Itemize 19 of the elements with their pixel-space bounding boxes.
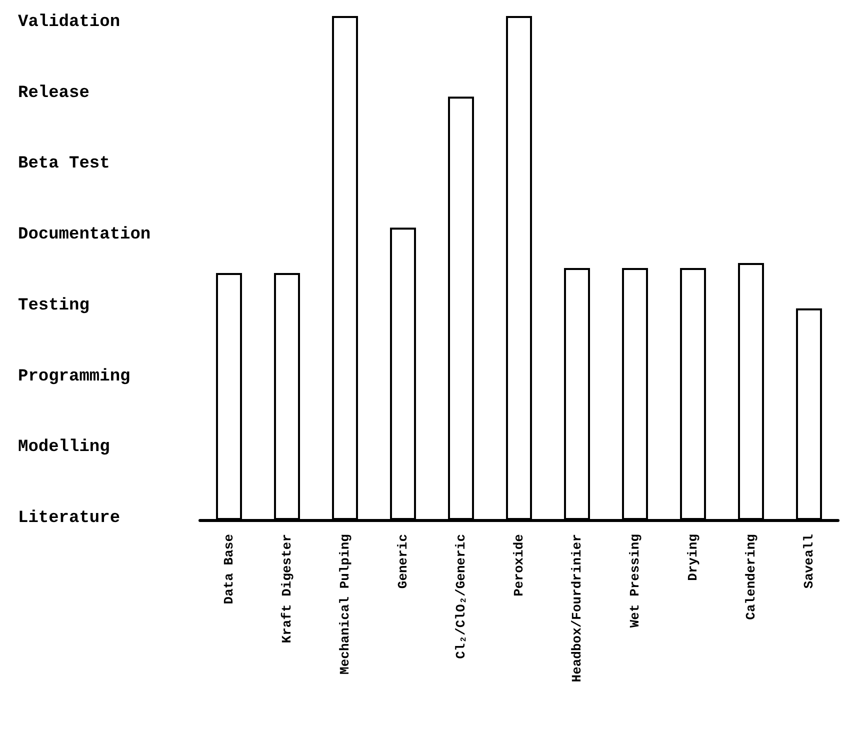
text: Literature: [18, 509, 120, 528]
x-tick-label: Generic: [396, 534, 410, 589]
text: Programming: [18, 367, 130, 386]
text: Modelling: [18, 438, 110, 458]
x-tick-label: Peroxide: [512, 534, 526, 596]
text: Release: [18, 84, 90, 103]
text: Beta Test: [18, 154, 110, 174]
x-tick-label: Saveall: [802, 534, 816, 589]
x-tick-label: Data Base: [222, 534, 236, 604]
text: Testing: [18, 296, 90, 316]
x-tick-label: Mechanical Pulping: [338, 534, 352, 674]
text: Documentation: [18, 226, 151, 245]
x-tick-label: Headbox/Fourdrinier: [570, 534, 584, 682]
text: Validation: [18, 13, 120, 32]
x-tick-label: Cl₂/ClO₂/Generic: [454, 534, 468, 659]
x-tick-label: Wet Pressing: [628, 534, 642, 628]
x-tick-label: Kraft Digester: [280, 534, 294, 644]
x-tick-label: Calendering: [744, 534, 758, 620]
x-tick-label: Drying: [686, 534, 700, 581]
